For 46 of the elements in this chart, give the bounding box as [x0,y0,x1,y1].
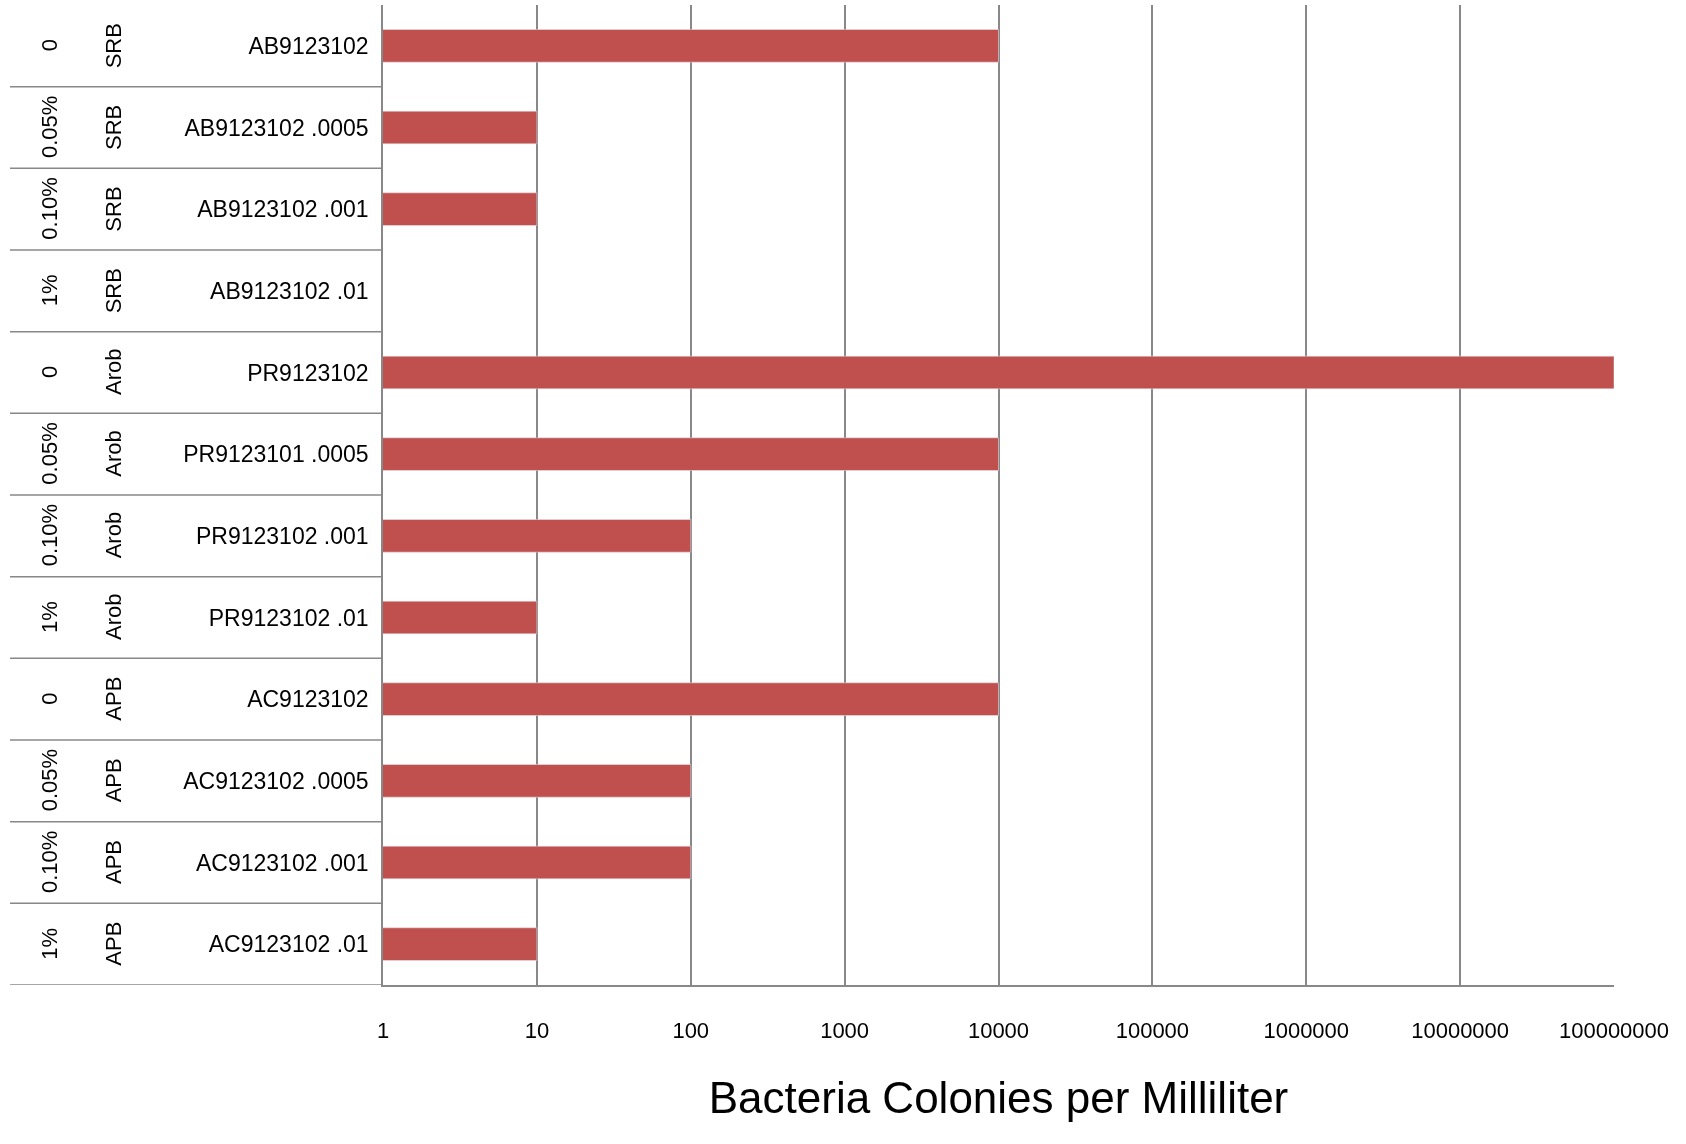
y-tick-label: AB9123102 [248,32,369,59]
text: 0.10% [37,177,63,240]
text: Arob [101,348,126,395]
y-tick-label: AB9123102 .01 [210,277,369,304]
x-tick-label: 10 [524,1018,550,1044]
text: 0.05% [37,95,62,158]
text: APB [100,758,126,803]
x-tick-label: 1000 [820,1018,870,1044]
x-tick-label: 100000 [1115,1018,1190,1044]
text: 0 [37,365,62,378]
text: SRB [100,23,126,69]
x-tick-label: 1000000 [1263,1018,1350,1044]
x-tick-label: 100000000 [1558,1018,1670,1044]
x-tick-label: 10000000 [1411,1018,1510,1044]
x-tick-label: 1 [376,1018,390,1044]
y-tick-label: AC9123102 .001 [195,849,369,876]
x-tick-label: 10000 [967,1018,1030,1044]
text: APB [101,921,127,966]
y-tick-label: AC9123102 .01 [208,931,369,958]
x-axis-title: Bacteria Colonies per Milliliter [708,1072,1289,1122]
text: Arob [100,511,126,559]
text: 0 [37,692,63,705]
y-tick-label: AB9123102 .0005 [184,114,369,141]
y-tick-label: AC9123102 [247,686,369,713]
y-tick-label: PR9123102 [247,359,369,386]
x-tick-label: 100 [672,1018,710,1044]
y-tick-label: PR9123101 .0005 [183,441,369,468]
text: 0.10% [36,503,62,567]
y-tick-label: PR9123102 .01 [208,604,369,631]
y-tick-label: AC9123102 .0005 [183,767,369,794]
text: 0.05% [36,748,62,812]
y-tick-label: PR9123102 .001 [195,522,369,549]
text: Arob [101,430,127,477]
text: APB [101,676,127,721]
y-tick-label: AB9123102 .001 [197,196,369,223]
text: 0.10% [37,830,62,893]
text: 1% [36,274,62,307]
text: SRB [101,104,126,150]
text: 1% [37,601,62,633]
text: SRB [101,186,127,232]
text: 0.05% [37,422,63,485]
text: SRB [100,268,126,314]
text: APB [101,839,126,884]
text: Arob [101,593,126,640]
text: 0 [36,39,62,52]
text: 1% [37,927,63,960]
